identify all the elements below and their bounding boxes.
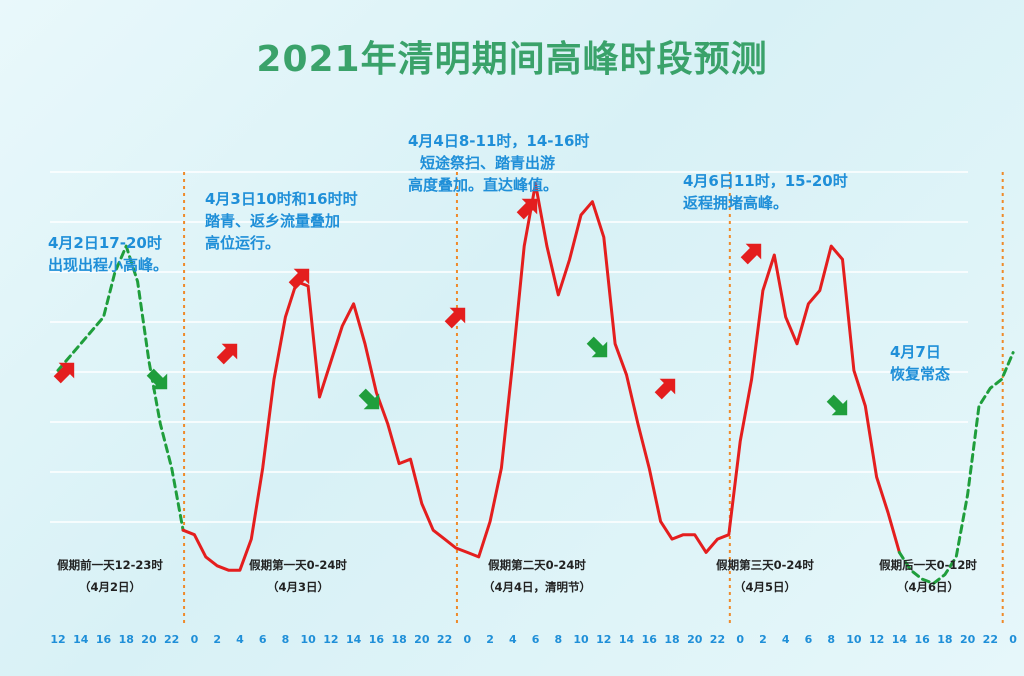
x-tick-label: 2 (213, 633, 221, 646)
x-tick-label: 0 (736, 633, 744, 646)
x-tick-label: 12 (596, 633, 611, 646)
segment-label: 假期第三天0-24时 (716, 558, 814, 572)
down-arrow-icon-shape (358, 388, 380, 410)
x-tick-label: 20 (141, 633, 157, 646)
segment-label: 假期第二天0-24时 (488, 558, 586, 572)
up-arrow-icon-shape (216, 343, 238, 365)
up-arrow-icon (444, 307, 466, 329)
annotation-text: 返程拥堵高峰。 (683, 194, 788, 212)
x-tick-label: 14 (892, 633, 908, 646)
x-tick-label: 22 (983, 633, 998, 646)
down-arrow-icon-shape (586, 336, 608, 358)
annotation-text: 4月4日8-11时，14-16时 (408, 132, 589, 150)
x-tick-label: 18 (391, 633, 406, 646)
annotation-text: 高位运行。 (205, 234, 280, 252)
x-tick-label: 16 (369, 633, 385, 646)
annotation-text: 4月7日 (890, 343, 941, 361)
x-tick-label: 12 (50, 633, 65, 646)
chart-title: 2021年清明期间高峰时段预测 (256, 39, 768, 80)
annotation-text: 踏青、返乡流量叠加 (205, 212, 340, 230)
x-tick-label: 12 (323, 633, 338, 646)
segment-label: 假期后一天0-12时 (879, 558, 977, 572)
up-arrow-icon-shape (53, 362, 75, 384)
up-arrow-icon (516, 198, 538, 220)
segment-label: 假期第一天0-24时 (249, 558, 347, 572)
x-tick-label: 20 (960, 633, 976, 646)
segment-sublabel: （4月3日） (267, 580, 329, 594)
up-arrow-icon (740, 243, 762, 265)
x-tick-label: 8 (827, 633, 835, 646)
x-tick-label: 18 (119, 633, 134, 646)
x-tick-label: 4 (236, 633, 244, 646)
up-arrow-icon (53, 362, 75, 384)
x-tick-label: 4 (782, 633, 790, 646)
x-tick-label: 16 (642, 633, 658, 646)
x-tick-label: 8 (554, 633, 562, 646)
x-tick-label: 6 (532, 633, 540, 646)
x-tick-label: 18 (664, 633, 679, 646)
series-line-dashed (56, 244, 185, 532)
x-tick-label: 18 (937, 633, 952, 646)
annotation-text: 恢复常态 (890, 365, 950, 383)
x-tick-label: 16 (914, 633, 930, 646)
down-arrow-icon (146, 368, 168, 390)
x-tick-label: 6 (259, 633, 267, 646)
down-arrow-icon (586, 336, 608, 358)
x-tick-label: 16 (96, 633, 112, 646)
annotation-text: 4月3日10时和16时时 (205, 190, 358, 208)
annotation-text: 4月6日11时，15-20时 (683, 172, 848, 190)
x-tick-label: 0 (463, 633, 471, 646)
annotation-text: 高度叠加。直达峰值。 (408, 176, 558, 194)
down-arrow-icon-shape (826, 394, 848, 416)
segment-sublabel: （4月2日） (79, 580, 141, 594)
segment-sublabel: （4月6日） (897, 580, 959, 594)
x-tick-label: 10 (300, 633, 316, 646)
up-arrow-icon-shape (444, 307, 466, 329)
series-line-solid (181, 182, 901, 572)
x-tick-label: 6 (805, 633, 813, 646)
up-arrow-icon (288, 268, 310, 290)
x-tick-label: 0 (191, 633, 199, 646)
x-tick-label: 8 (282, 633, 290, 646)
x-tick-label: 4 (509, 633, 517, 646)
segment-label: 假期前一天12-23时 (57, 558, 163, 572)
up-arrow-icon-shape (516, 198, 538, 220)
x-tick-label: 10 (846, 633, 862, 646)
segment-sublabel: （4月4日，清明节） (483, 580, 591, 594)
x-tick-label: 14 (619, 633, 635, 646)
up-arrow-icon (654, 378, 676, 400)
segment-sublabel: （4月5日） (734, 580, 796, 594)
up-arrow-icon-shape (654, 378, 676, 400)
annotation-text: 4月2日17-20时 (48, 234, 162, 252)
annotation-text: 短途祭扫、踏青出游 (420, 154, 555, 172)
x-tick-label: 12 (869, 633, 884, 646)
x-tick-label: 14 (73, 633, 89, 646)
up-arrow-icon-shape (740, 243, 762, 265)
down-arrow-icon (826, 394, 848, 416)
x-tick-label: 20 (687, 633, 703, 646)
x-tick-label: 22 (437, 633, 452, 646)
series-line-dashed (897, 351, 1015, 585)
x-tick-label: 22 (164, 633, 179, 646)
x-tick-label: 0 (1009, 633, 1017, 646)
x-tick-label: 2 (759, 633, 767, 646)
up-arrow-icon-shape (288, 268, 310, 290)
annotation-text: 出现出程小高峰。 (48, 256, 168, 274)
x-tick-label: 2 (486, 633, 494, 646)
x-tick-label: 22 (710, 633, 725, 646)
down-arrow-icon-shape (146, 368, 168, 390)
x-tick-label: 10 (573, 633, 589, 646)
down-arrow-icon (358, 388, 380, 410)
x-tick-label: 14 (346, 633, 362, 646)
up-arrow-icon (216, 343, 238, 365)
x-tick-label: 20 (414, 633, 430, 646)
